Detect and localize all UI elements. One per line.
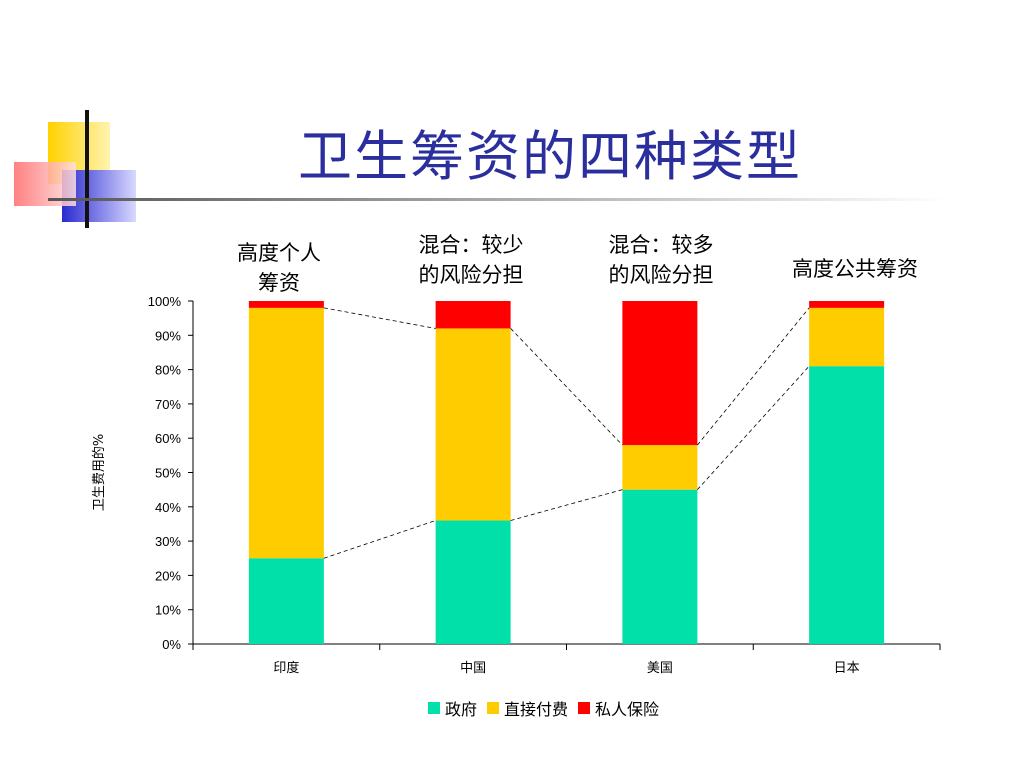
annotation-line: 高度公共筹资	[792, 257, 918, 281]
y-tick-label: 0%	[162, 637, 181, 652]
bar-segment	[622, 445, 698, 490]
connector-line	[323, 307, 436, 329]
slide-title: 卫生筹资的四种类型	[298, 125, 802, 188]
bar-segment	[435, 520, 511, 644]
annotation-japan: 高度公共筹资	[770, 254, 940, 284]
annotation-line: 筹资	[258, 271, 300, 295]
y-tick-label: 100%	[148, 294, 182, 309]
connector-line	[697, 307, 810, 446]
bar-segment	[809, 307, 885, 367]
deco-vertical-line	[85, 110, 89, 228]
y-tick-label: 80%	[155, 363, 181, 378]
connector-line	[697, 365, 810, 490]
x-tick-label: 美国	[647, 661, 673, 676]
x-tick-label: 日本	[834, 661, 860, 676]
bar-segment	[248, 301, 324, 308]
annotation-usa: 混合：较多 的风险分担	[586, 230, 736, 290]
legend-swatch	[487, 702, 500, 714]
legend-swatch	[578, 702, 591, 714]
bar-segment	[809, 301, 885, 308]
y-tick-label: 70%	[155, 397, 181, 412]
bar-segment	[622, 301, 698, 446]
bar-segment	[435, 328, 511, 521]
annotation-line: 混合：较多	[608, 233, 714, 257]
legend-label: 直接付费	[504, 700, 569, 719]
y-tick-label: 20%	[155, 568, 181, 583]
stacked-bar-chart: 0% 10% 20% 30% 40% 50% 60% 70% 80% 90% 100% 卫生费用的% 印…	[91, 294, 941, 676]
annotation-line: 的风险分担	[418, 263, 524, 287]
chart-legend: 政府 直接付费 私人保险	[428, 696, 669, 720]
x-tick-label: 中国	[460, 661, 486, 676]
connector-line	[323, 520, 436, 559]
annotation-china: 混合：较少 的风险分担	[396, 230, 546, 290]
legend-item-private-insurance: 私人保险	[578, 696, 659, 720]
annotation-india: 高度个人 筹资	[214, 238, 344, 298]
y-axis-label: 卫生费用的%	[91, 434, 107, 511]
connector-line	[510, 489, 623, 521]
y-tick-label: 30%	[155, 534, 181, 549]
bar-segment	[622, 489, 698, 644]
bar-segment	[248, 307, 324, 559]
bar-segment	[248, 558, 324, 644]
y-tick-label: 40%	[155, 500, 181, 515]
bar-segment	[809, 366, 885, 644]
annotation-line: 的风险分担	[608, 263, 714, 287]
deco-horizontal-line	[48, 198, 948, 201]
legend-swatch	[428, 702, 440, 714]
y-tick-label: 50%	[155, 466, 181, 481]
legend-label: 私人保险	[595, 700, 660, 719]
annotation-line: 混合：较少	[418, 233, 524, 257]
y-tick-label: 90%	[155, 328, 181, 343]
annotation-line: 高度个人	[237, 241, 321, 265]
y-tick-label: 60%	[155, 431, 181, 446]
legend-item-out-of-pocket: 直接付费	[487, 696, 568, 720]
y-tick-label: 10%	[155, 603, 181, 618]
x-tick-label: 印度	[273, 660, 299, 676]
bar-segment	[435, 301, 511, 329]
connector-line	[510, 328, 623, 446]
legend-item-government: 政府	[428, 696, 477, 720]
legend-label: 政府	[445, 700, 478, 719]
title-decoration	[14, 110, 948, 228]
